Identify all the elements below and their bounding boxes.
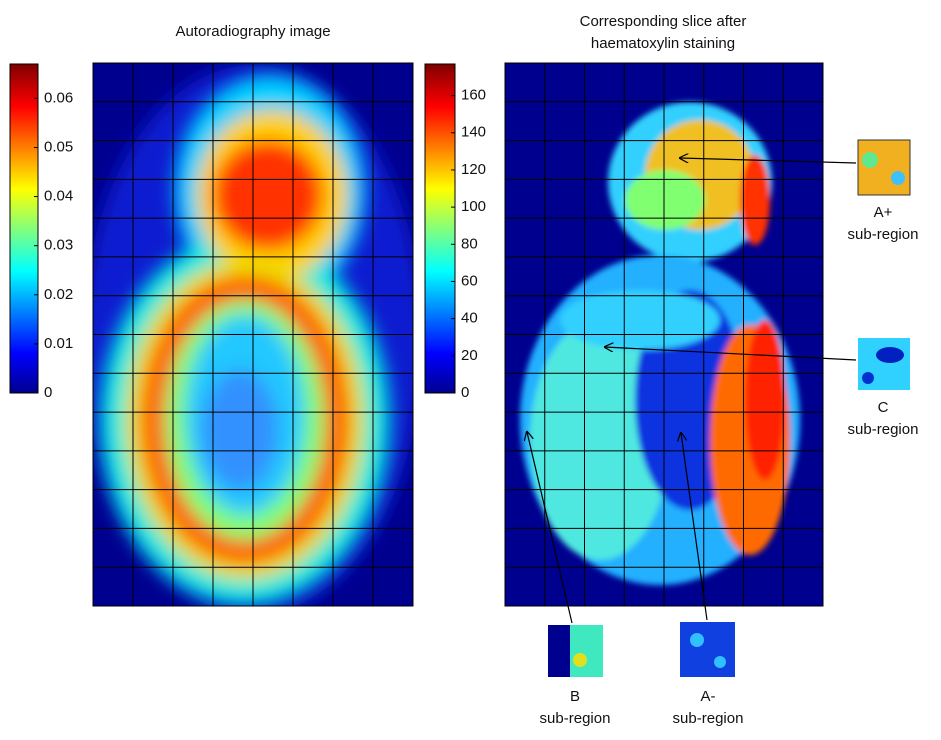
colorbar-tick-label: 100 — [461, 198, 486, 215]
grid — [93, 63, 413, 606]
subregion-label: A+ — [874, 204, 893, 221]
colorbar-tick-label: 140 — [461, 124, 486, 141]
colorbar-tick-label: 0.01 — [44, 335, 73, 352]
left-title: Autoradiography image — [175, 23, 330, 40]
subregion-caption: sub-region — [848, 421, 919, 438]
subregion-label: C — [878, 399, 889, 416]
colorbar-tick-label: 0.04 — [44, 188, 73, 205]
colorbar-tick-label: 0.05 — [44, 138, 73, 155]
image-frame — [504, 62, 824, 607]
colorbar-tick-label: 120 — [461, 161, 486, 178]
right-title: Corresponding slice after — [580, 13, 747, 30]
inset — [548, 139, 911, 677]
colorbar-ticks: 0 0.01 0.02 0.03 0.04 0.05 0.06 — [34, 89, 73, 401]
subregion-label: B — [570, 688, 580, 705]
colorbar-tick-label: 160 — [461, 87, 486, 104]
colorbar-tick-label: 0.03 — [44, 237, 73, 254]
image-frame — [92, 62, 414, 607]
grid — [505, 63, 823, 606]
colorbar — [424, 63, 456, 394]
colorbar — [9, 63, 39, 394]
colorbar-tick-label: 80 — [461, 235, 478, 252]
subregion-caption: sub-region — [540, 710, 611, 727]
arrows — [527, 158, 857, 624]
subregion-caption: sub-region — [673, 710, 744, 727]
colorbar-tick-label: 0.06 — [44, 89, 73, 106]
colorbar-tick-label: 40 — [461, 310, 478, 327]
colorbar-tick-label: 0 — [44, 384, 52, 401]
colorbar-tick-label: 60 — [461, 272, 478, 289]
right-title: haematoxylin staining — [591, 35, 735, 52]
colorbar-ticks: 0 20 40 60 80 100 120 140 160 — [451, 87, 486, 401]
colorbar-tick-label: 0 — [461, 384, 469, 401]
colorbar-tick-label: 0.02 — [44, 286, 73, 303]
subregion-caption: sub-region — [848, 226, 919, 243]
subregion-label: A- — [701, 688, 716, 705]
colorbar-tick-label: 20 — [461, 347, 478, 364]
